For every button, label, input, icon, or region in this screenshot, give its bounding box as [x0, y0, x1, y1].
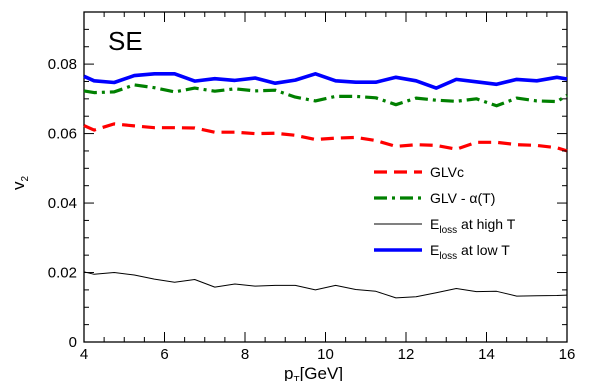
panel-label: SE [108, 26, 143, 56]
series-line-glvc [83, 122, 568, 153]
legend-label-eloss_high: Eloss at high T [430, 216, 516, 236]
y-tick-label: 0.06 [48, 126, 77, 143]
legend-label-eloss_low: Eloss at low T [430, 242, 510, 262]
x-axis-title: pT[GeV] [284, 364, 343, 381]
ticks-layer [83, 11, 568, 343]
series-line-eloss_low [83, 72, 568, 90]
y-tick-label: 0 [69, 334, 77, 351]
legend-label-glvc: GLVc [430, 164, 464, 180]
series-line-glv_alpha [83, 83, 568, 108]
plot-border [83, 11, 568, 343]
y-axis-title: v2 [9, 176, 31, 191]
x-tick-label: 6 [160, 346, 168, 363]
series-line-eloss_high [83, 271, 568, 299]
x-tick-label: 12 [398, 346, 415, 363]
x-tick-label: 16 [559, 346, 576, 363]
y-tick-label: 0.02 [48, 265, 77, 282]
legend-label-glv_alpha: GLV - α(T) [430, 190, 495, 206]
x-tick-label: 10 [317, 346, 334, 363]
x-tick-label: 4 [80, 346, 88, 363]
series-layer [83, 72, 568, 299]
x-tick-label: 8 [241, 346, 249, 363]
tick-labels-layer: 4 6 8 10 12 14 16 0 0.02 0.04 0.06 0.08 [48, 56, 576, 363]
y-tick-label: 0.04 [48, 195, 77, 212]
x-tick-label: 14 [478, 346, 495, 363]
y-tick-label: 0.08 [48, 56, 77, 73]
plot-frame [83, 11, 568, 343]
legend: GLVc GLV - α(T) Eloss at high T Eloss at lo… [374, 164, 516, 262]
